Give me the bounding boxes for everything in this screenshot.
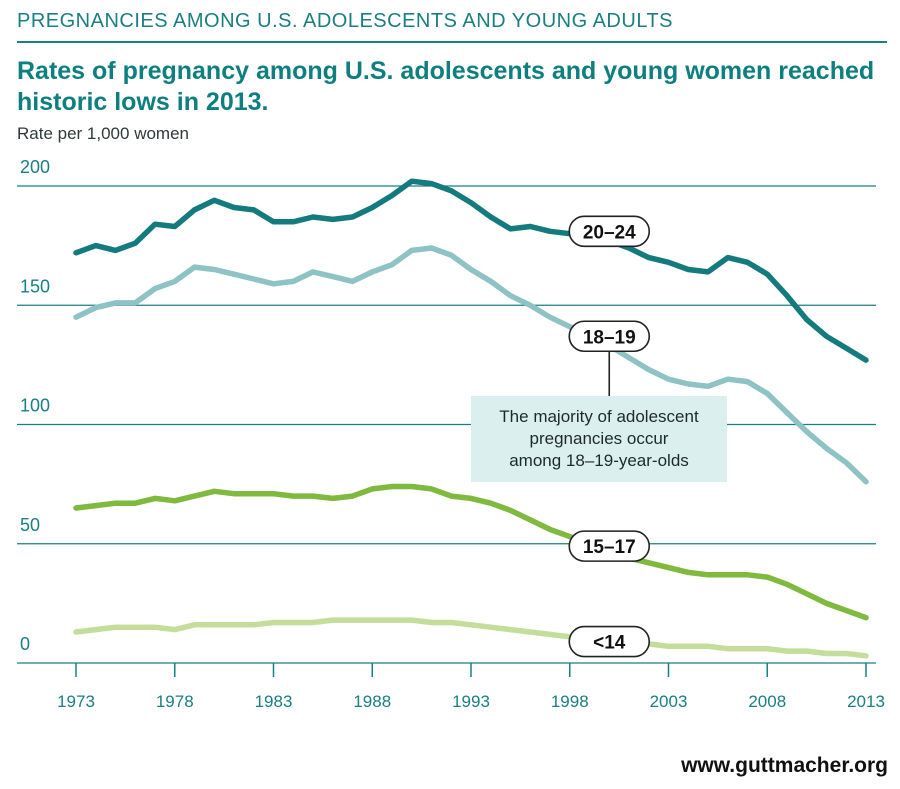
series-line-1 [73,245,869,485]
x-tick-1993: 1993 [452,692,490,711]
series-line-0 [73,178,869,363]
x-tick-1988: 1988 [353,692,391,711]
series-line-2 [73,483,869,621]
callout-line-1: pregnancies occur [530,429,669,448]
series-label-pill-3 [568,625,651,658]
series-labels: 20–24 18–19 15–17 <14 [568,215,651,658]
y-tick-0: 0 [20,634,30,654]
series-line-3 [73,617,869,659]
chart-header: PREGNANCIES AMONG U.S. ADOLESCENTS AND Y… [17,10,887,43]
grid-lines [17,185,876,664]
chart-title: Rates of pregnancy among U.S. adolescent… [17,57,875,116]
callout-box [471,396,727,482]
x-tick-1978: 1978 [156,692,194,711]
y-tick-labels: 0 50 100 150 200 [20,157,50,654]
x-tick-1998: 1998 [551,692,589,711]
x-tick-1983: 1983 [255,692,293,711]
x-tick-2013: 2013 [847,692,885,711]
series-label-text-2: 15–17 [583,537,636,558]
y-tick-150: 150 [20,276,50,296]
y-tick-50: 50 [20,515,40,535]
y-tick-200: 200 [20,157,50,177]
x-tick-2003: 2003 [650,692,688,711]
x-tick-labels: 1973 1978 1983 1988 1993 1998 2003 2008 2013 [57,663,885,711]
series-label-pill-0 [568,215,651,248]
callout-line-2: among 18–19-year-olds [509,451,689,470]
series-label-text-0: 20–24 [583,222,636,243]
series-lines [73,178,869,659]
x-tick-2008: 2008 [748,692,786,711]
y-axis-label: Rate per 1,000 women [17,124,189,143]
series-label-pill-2 [568,530,651,562]
y-tick-100: 100 [20,396,50,416]
series-label-text-1: 18–19 [583,327,636,348]
annotation-callout: The majority of adolescent pregnancies oc… [471,351,727,482]
source-url: www.guttmacher.org [681,754,888,777]
callout-line-0: The majority of adolescent [499,407,699,426]
x-tick-1973: 1973 [57,692,95,711]
series-label-text-3: <14 [593,633,626,654]
